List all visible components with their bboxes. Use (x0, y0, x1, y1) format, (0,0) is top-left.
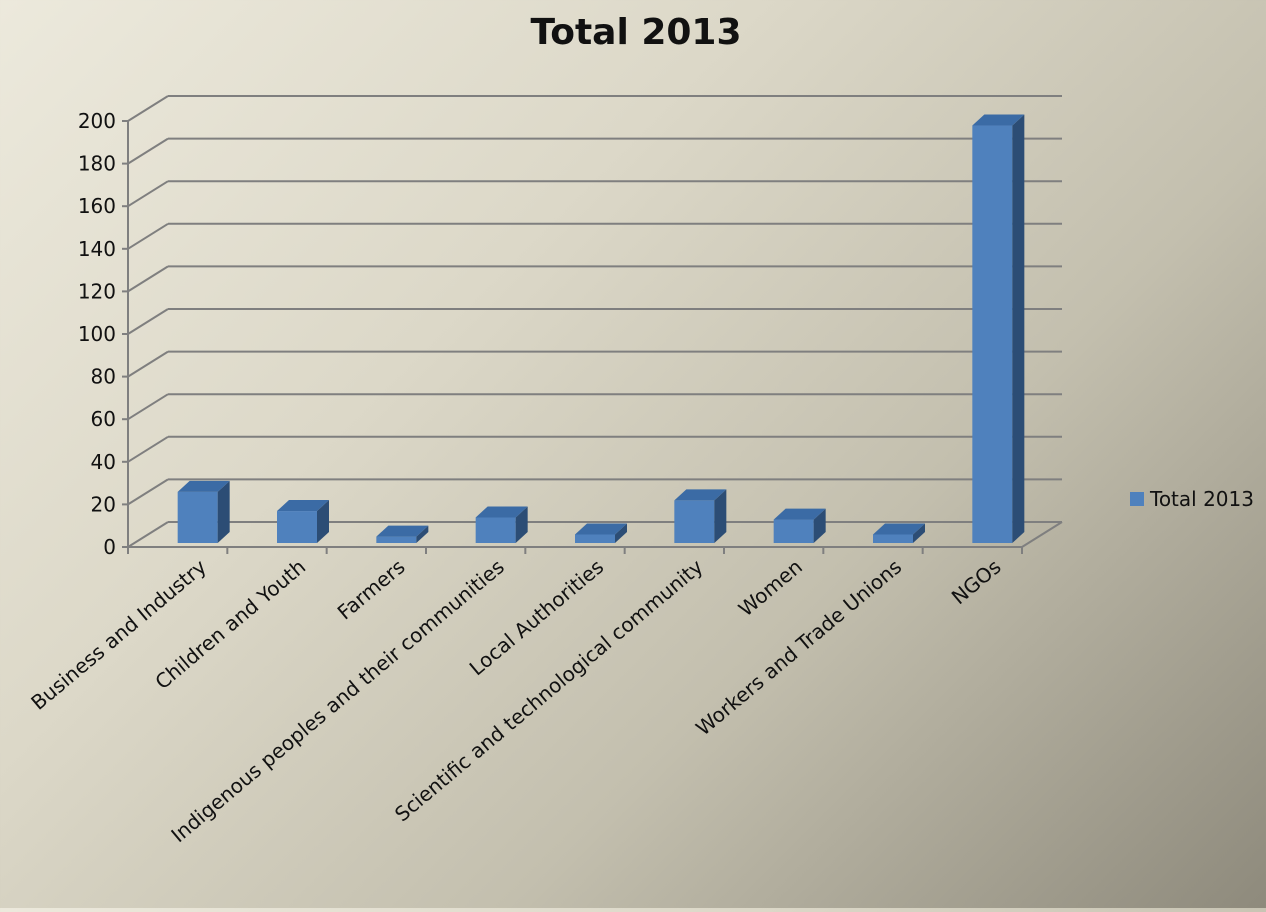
gridline-depth (127, 350, 169, 378)
bar (177, 480, 230, 543)
y-tick-label: 0 (103, 535, 116, 559)
bar-top (376, 525, 429, 537)
bar-side (317, 500, 329, 543)
bar-front (177, 491, 218, 543)
bar-front (972, 125, 1013, 544)
bar (972, 114, 1025, 544)
gridline-depth (127, 180, 169, 208)
axes (122, 120, 1063, 554)
gridline-depth (127, 95, 169, 122)
bar-side (416, 525, 429, 543)
gridline-depth (127, 521, 169, 548)
legend-swatch (1130, 492, 1144, 506)
y-tick-label: 60 (91, 407, 116, 431)
bar-front (773, 519, 814, 543)
y-tick-label: 180 (78, 152, 116, 176)
bar (674, 489, 727, 543)
x-tick-label: Women (734, 554, 807, 621)
x-tick-label: Farmers (333, 554, 410, 624)
bar (277, 500, 329, 543)
bar-side (515, 506, 528, 543)
bar-top (873, 523, 925, 535)
bar-top (277, 500, 329, 512)
legend: Total 2013 (1130, 487, 1254, 511)
bars (177, 114, 1025, 544)
gridline-depth (127, 435, 169, 463)
legend-label: Total 2013 (1149, 487, 1254, 511)
chart-title: Total 2013 (530, 12, 741, 53)
bar (376, 525, 429, 543)
x-tick-label: Indigenous peoples and their communities (166, 554, 508, 847)
y-tick-label: 200 (78, 109, 116, 133)
y-tick-label: 120 (78, 279, 116, 303)
bar-top (674, 489, 727, 501)
gridline-depth (127, 265, 169, 293)
bar-front (277, 511, 317, 543)
y-tick-label: 80 (91, 365, 116, 389)
labels: 0 20 40 60 80 100 120 140 160 180 200 Business and … (26, 109, 1005, 847)
y-tick-label: 40 (91, 450, 116, 474)
bar-front (575, 534, 615, 543)
bar-top (177, 480, 230, 492)
gridline-depth (127, 478, 169, 506)
x-tick-label: Business and Industry (26, 554, 211, 714)
bar-front (873, 534, 913, 543)
bar-side (913, 523, 925, 543)
bar (873, 523, 925, 543)
bar-front (674, 500, 715, 543)
y-tick-label: 20 (91, 492, 116, 516)
gridline-depth (127, 222, 169, 250)
gridline-depth (127, 137, 169, 165)
y-tick-label: 160 (78, 194, 116, 218)
x-tick-label: NGOs (947, 554, 1006, 609)
bar-side (615, 523, 627, 543)
bar-side (813, 508, 826, 543)
bar-side (714, 489, 727, 543)
bar-side (1012, 114, 1025, 544)
bar (575, 523, 627, 543)
floor-edge (1021, 521, 1063, 548)
gridline-depth (127, 393, 169, 421)
bar (773, 508, 826, 543)
bar-front (376, 536, 417, 543)
y-tick-label: 140 (78, 237, 116, 261)
y-tick-label: 100 (78, 322, 116, 346)
bar-top (773, 508, 826, 520)
gridline-depth (127, 308, 169, 335)
bar (475, 506, 528, 543)
bar-top (475, 506, 528, 518)
bar-top (972, 114, 1025, 126)
gridlines (127, 95, 1062, 548)
x-tick-label: Workers and Trade Unions (691, 554, 906, 740)
bar-front (475, 517, 516, 543)
bar-side (217, 480, 230, 543)
bar-top (575, 523, 627, 535)
